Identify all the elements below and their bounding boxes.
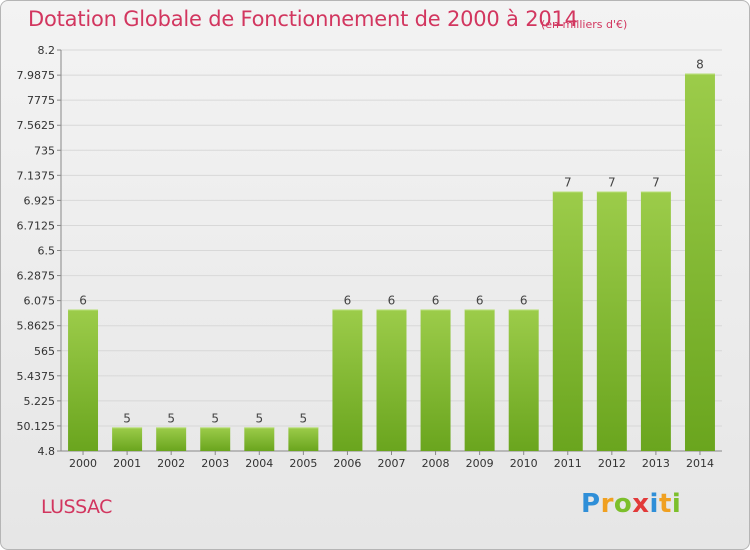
bar-data-label: 8 (696, 58, 704, 72)
logo-letter: P (581, 489, 601, 519)
y-tick-label: 7.1375 (17, 169, 56, 182)
bar-data-label: 6 (476, 293, 484, 307)
y-tick-label: 5.4375 (17, 370, 56, 383)
bar (552, 191, 583, 451)
x-tick-label: 2013 (642, 457, 670, 470)
y-tick-label: 5.8625 (17, 320, 56, 333)
bar-data-label: 5 (123, 411, 131, 425)
bar-data-label: 7 (608, 176, 616, 190)
x-tick-label: 2003 (201, 457, 229, 470)
x-tick-label: 2007 (378, 457, 406, 470)
x-tick-label: 2010 (510, 457, 538, 470)
bar-data-label: 6 (432, 293, 440, 307)
y-tick-label: 6.2875 (17, 270, 56, 283)
commune-name: LUSSAC (41, 496, 112, 518)
y-tick-label: 7.5625 (17, 119, 56, 132)
bar (200, 427, 231, 451)
x-tick-label: 2009 (466, 457, 494, 470)
bar (288, 427, 319, 451)
bar (112, 427, 143, 451)
y-tick-label: 8.2 (38, 44, 56, 57)
bar (508, 309, 539, 451)
y-tick-label: 6.925 (24, 194, 56, 207)
x-tick-label: 2008 (422, 457, 450, 470)
labels: 6 5 5 5 5 5 6 6 6 6 6 7 7 7 8 (79, 58, 704, 426)
bar (640, 191, 671, 451)
bar (376, 309, 407, 451)
logo-letter: o (613, 489, 633, 519)
logo-letter: i (649, 489, 659, 519)
x-tick-label: 2004 (245, 457, 273, 470)
y-tick-label: 4.8 (38, 445, 56, 458)
logo-letter: r (600, 489, 614, 519)
bar-data-label: 5 (211, 411, 219, 425)
bar (68, 309, 99, 451)
y-tick-label: 735 (34, 144, 55, 157)
chart-title: Dotation Globale de Fonctionnement de 20… (28, 7, 578, 31)
bar (332, 309, 363, 451)
x-tick-label: 2014 (686, 457, 714, 470)
bar (596, 191, 627, 451)
chart-subtitle: (en milliers d'€) (541, 18, 628, 31)
bar-data-label: 6 (520, 293, 528, 307)
bar-data-label: 7 (652, 176, 660, 190)
logo-letter: t (658, 489, 672, 519)
bar (244, 427, 275, 451)
bar (156, 427, 187, 451)
y-tick-label: 7.9875 (17, 69, 56, 82)
bar (420, 309, 451, 451)
bar-data-label: 6 (388, 293, 396, 307)
y-tick-label: 565 (34, 345, 55, 358)
bar (464, 309, 495, 451)
bar-data-label: 5 (167, 411, 175, 425)
bar-data-label: 6 (79, 293, 87, 307)
x-tick-label: 2005 (289, 457, 317, 470)
bar-data-label: 5 (255, 411, 263, 425)
y-tick-label: 6.5 (38, 245, 56, 258)
bar-data-label: 7 (564, 176, 572, 190)
x-tick-label: 2001 (113, 457, 141, 470)
y-tick-label: 50.125 (17, 420, 56, 433)
x-tick-label: 2012 (598, 457, 626, 470)
bar (684, 73, 715, 452)
y-tick-label: 7775 (27, 94, 55, 107)
y-tick-label: 6.075 (24, 295, 56, 308)
logo-letter: i (671, 489, 682, 519)
y-tick-label: 5.225 (24, 395, 56, 408)
bar-data-label: 6 (344, 293, 352, 307)
x-tick-label: 2002 (157, 457, 185, 470)
y-tick-label: 6.7125 (17, 219, 56, 232)
bars (68, 73, 715, 452)
bar-data-label: 5 (300, 411, 308, 425)
x-tick-label: 2000 (69, 457, 97, 470)
logo-letter: x (632, 489, 650, 519)
x-tick-label: 2006 (333, 457, 361, 470)
x-tick-label: 2011 (554, 457, 582, 470)
proxiti-logo[interactable]: Proxiti (581, 489, 681, 519)
